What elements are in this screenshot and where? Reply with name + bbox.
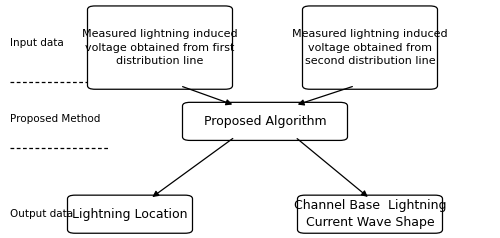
Text: Proposed Algorithm: Proposed Algorithm <box>204 115 326 128</box>
Text: Measured lightning induced
voltage obtained from
second distribution line: Measured lightning induced voltage obtai… <box>292 30 448 66</box>
FancyBboxPatch shape <box>68 195 192 233</box>
Text: Channel Base  Lightning
Current Wave Shape: Channel Base Lightning Current Wave Shap… <box>294 199 446 229</box>
Text: Output data: Output data <box>10 209 73 219</box>
FancyBboxPatch shape <box>298 195 442 233</box>
FancyBboxPatch shape <box>302 6 438 89</box>
Text: Lightning Location: Lightning Location <box>72 208 188 221</box>
FancyBboxPatch shape <box>88 6 233 89</box>
Text: Measured lightning induced
voltage obtained from first
distribution line: Measured lightning induced voltage obtai… <box>82 30 238 66</box>
Text: Input data: Input data <box>10 38 64 48</box>
FancyBboxPatch shape <box>182 102 348 140</box>
Text: Proposed Method: Proposed Method <box>10 114 101 124</box>
